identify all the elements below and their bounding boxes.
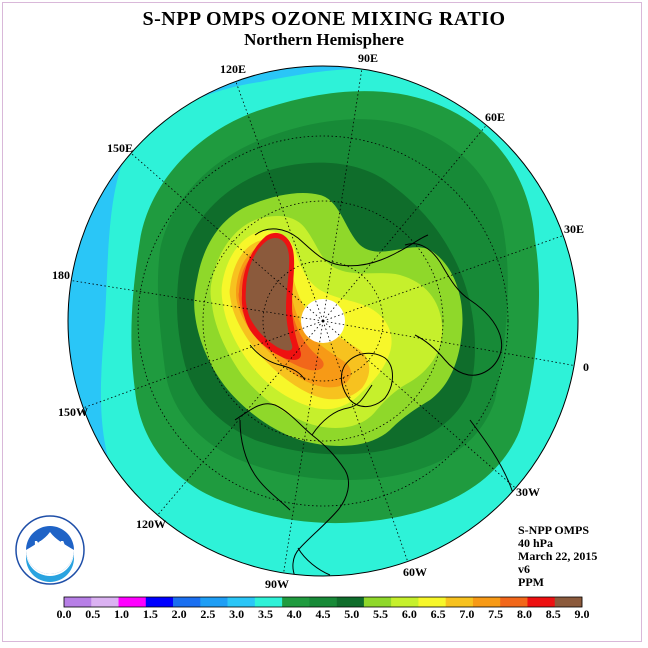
colorbar-tick-label: 1.5 bbox=[142, 607, 158, 621]
colorbar-tick-label: 2.5 bbox=[200, 607, 216, 621]
lon-label-90w: 90W bbox=[265, 577, 289, 591]
colorbar-tick-label: 7.5 bbox=[488, 607, 504, 621]
colorbar-tick-label: 9.0 bbox=[574, 607, 590, 621]
colorbar-tick-label: 4.0 bbox=[286, 607, 302, 621]
colorbar-tick-label: 5.0 bbox=[344, 607, 360, 621]
info-date: March 22, 2015 bbox=[518, 549, 598, 563]
colorbar bbox=[63, 596, 583, 608]
colorbar-swatch bbox=[527, 597, 556, 607]
noaa-logo-wave bbox=[26, 552, 74, 582]
colorbar-tick-label: 8.0 bbox=[516, 607, 532, 621]
colorbar-swatch bbox=[554, 597, 583, 607]
noaa-logo: NOAA bbox=[15, 515, 85, 585]
info-instrument: S-NPP OMPS bbox=[518, 523, 589, 537]
colorbar-tick-label: 5.5 bbox=[373, 607, 389, 621]
colorbar-swatch bbox=[64, 597, 92, 607]
colorbar-tick-label: 2.0 bbox=[171, 607, 187, 621]
lon-label-150w: 150W bbox=[58, 405, 88, 419]
colorbar-swatch bbox=[500, 597, 528, 607]
colorbar-tick-label: 3.5 bbox=[257, 607, 273, 621]
colorbar-swatch bbox=[336, 597, 365, 607]
lon-label-180: 180 bbox=[52, 268, 70, 282]
info-level: 40 hPa bbox=[518, 536, 554, 550]
figure-frame bbox=[2, 2, 642, 642]
noaa-logo-bird bbox=[26, 532, 74, 574]
colorbar-swatch bbox=[145, 597, 174, 607]
graticule bbox=[68, 67, 578, 576]
colorbar-swatch bbox=[363, 597, 392, 607]
colorbar-swatch bbox=[254, 597, 283, 607]
noaa-logo-wordmark: NOAA bbox=[34, 540, 66, 551]
colorbar-tick-label: 0.0 bbox=[56, 607, 72, 621]
lon-label-30w: 30W bbox=[516, 485, 540, 499]
colorbar-swatch bbox=[227, 597, 256, 607]
lon-label-120w: 120W bbox=[136, 517, 166, 531]
colorbar-tick-label: 0.5 bbox=[85, 607, 101, 621]
colorbar-swatch bbox=[91, 597, 119, 607]
colorbar-swatch bbox=[309, 597, 337, 607]
map-title: S-NPP OMPS OZONE MIXING RATIO bbox=[142, 8, 506, 30]
colorbar-swatch bbox=[418, 597, 446, 607]
colorbar-tick-label: 6.5 bbox=[430, 607, 446, 621]
info-units: PPM bbox=[518, 575, 544, 589]
lon-label-120e: 120E bbox=[220, 62, 247, 76]
colorbar-tick-label: 4.5 bbox=[315, 607, 331, 621]
info-block: S-NPP OMPS 40 hPa March 22, 2015 v6 PPM bbox=[518, 524, 597, 589]
map-boundary bbox=[67, 65, 579, 577]
lon-label-60w: 60W bbox=[403, 565, 427, 579]
colorbar-tick-label: 7.0 bbox=[459, 607, 475, 621]
lon-label-150e: 150E bbox=[107, 141, 134, 155]
colorbar-swatch bbox=[200, 597, 228, 607]
colorbar-tick-label: 6.0 bbox=[401, 607, 417, 621]
colorbar-swatch bbox=[118, 597, 147, 607]
lon-label-30e: 30E bbox=[564, 222, 585, 236]
lon-label-0: 0 bbox=[583, 360, 589, 374]
colorbar-swatch bbox=[445, 597, 474, 607]
contour-9-0 bbox=[245, 237, 293, 351]
colorbar-swatch bbox=[391, 597, 419, 607]
colorbar-border bbox=[63, 596, 583, 608]
colorbar-tick-label: 8.5 bbox=[545, 607, 561, 621]
colorbar-swatch bbox=[173, 597, 201, 607]
lon-label-60e: 60E bbox=[485, 110, 506, 124]
ozone-field bbox=[68, 66, 578, 576]
colorbar-swatch bbox=[472, 597, 501, 607]
colorbar-swatch bbox=[282, 597, 310, 607]
colorbar-tick-label: 1.0 bbox=[114, 607, 130, 621]
map-subtitle: Northern Hemisphere bbox=[244, 30, 404, 49]
colorbar-tick-label: 3.0 bbox=[229, 607, 245, 621]
lon-label-90e: 90E bbox=[358, 51, 379, 65]
info-version: v6 bbox=[518, 562, 530, 576]
